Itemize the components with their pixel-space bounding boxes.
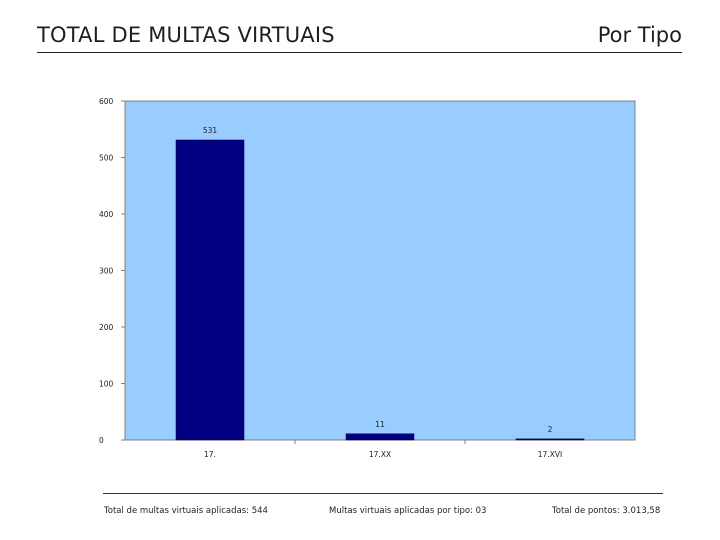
- y-tick-label: 300: [99, 267, 114, 276]
- y-tick-label: 600: [99, 97, 114, 106]
- y-tick-label: 200: [99, 323, 114, 332]
- y-tick-label: 100: [99, 380, 114, 389]
- x-tick-label: 17.XVI: [538, 450, 562, 459]
- x-tick-label: 17.: [204, 450, 216, 459]
- y-tick-label: 500: [99, 154, 114, 163]
- footer-total-points: Total de pontos: 3.013,58: [552, 506, 661, 516]
- page-subtitle: Por Tipo: [597, 23, 682, 47]
- y-tick-label: 400: [99, 210, 114, 219]
- footer-divider: [103, 493, 663, 494]
- bar: [515, 438, 585, 441]
- y-tick-label: 0: [99, 436, 104, 445]
- bar: [175, 139, 245, 441]
- x-tick-label: 17.XX: [369, 450, 391, 459]
- bar: [345, 433, 415, 441]
- data-label: 2: [548, 425, 553, 434]
- data-label: 11: [375, 420, 385, 429]
- title-row: TOTAL DE MULTAS VIRTUAIS Por Tipo: [37, 22, 682, 53]
- footer-total-fines: Total de multas virtuais aplicadas: 544: [104, 506, 268, 516]
- footer-fines-per-type: Multas virtuais aplicadas por tipo: 03: [329, 506, 487, 516]
- data-label: 531: [203, 126, 218, 135]
- page-title: TOTAL DE MULTAS VIRTUAIS: [37, 23, 335, 47]
